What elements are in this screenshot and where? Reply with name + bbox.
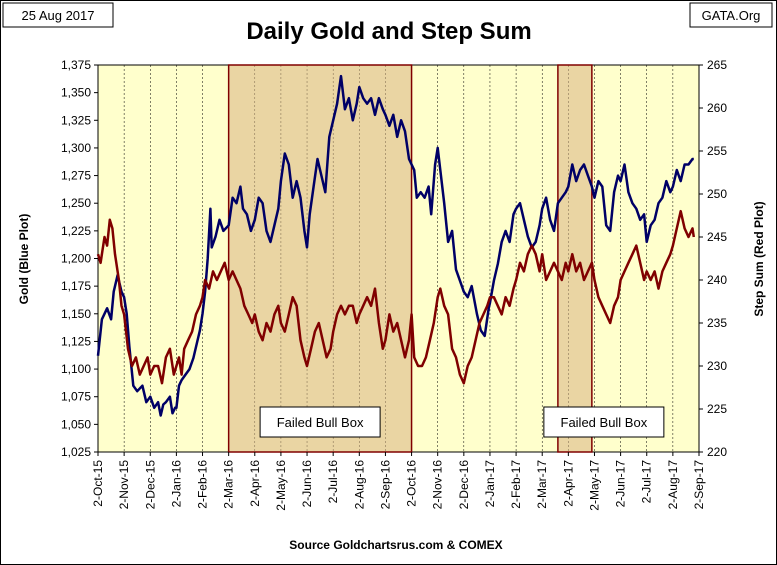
y-right-tick-label: 245	[707, 230, 727, 244]
x-tick-label: 2-Jun-17	[614, 460, 628, 508]
failed-bull-box	[227, 64, 413, 453]
y-left-tick-label: 1,075	[61, 390, 91, 404]
y-left-tick-label: 1,050	[61, 417, 91, 431]
y-right-tick-label: 265	[707, 58, 727, 72]
x-tick-label: 2-Feb-16	[196, 460, 210, 509]
x-tick-label: 2-Jul-17	[640, 460, 654, 504]
x-tick-label: 2-Jan-16	[169, 460, 183, 508]
box-label-frame	[543, 406, 665, 438]
date-tag-box	[2, 2, 114, 28]
x-tick-label: 2-Aug-17	[666, 460, 680, 510]
y-left-tick-label: 1,375	[61, 58, 91, 72]
date-tag: 25 Aug 2017	[21, 8, 94, 23]
x-tick-label: 2-Nov-16	[431, 460, 445, 510]
x-tick-label: 2-Sep-16	[378, 460, 392, 510]
site-tag-box	[689, 2, 773, 28]
y-axis-right-label: Step Sum (Red Plot)	[752, 201, 766, 316]
gold-series-line	[96, 74, 694, 417]
site-tag: GATA.Org	[702, 8, 761, 23]
box-label-frame	[259, 406, 381, 438]
y-right-tick-label: 225	[707, 402, 727, 416]
x-tick-label: 2-Sep-17	[692, 460, 706, 510]
y-left-tick-label: 1,150	[61, 307, 91, 321]
x-tick-label: 2-Jan-17	[483, 460, 497, 508]
x-tick-label: 2-Mar-16	[222, 460, 236, 509]
y-right-tick-label: 240	[707, 273, 727, 287]
y-right-tick-label: 260	[707, 101, 727, 115]
x-tick-label: 2-Feb-17	[509, 460, 523, 509]
step-sum-series-line	[96, 209, 696, 385]
x-tick-label: 2-Nov-15	[117, 460, 131, 510]
x-tick-label: 2-Apr-16	[248, 460, 262, 507]
y-left-tick-label: 1,350	[61, 86, 91, 100]
y-left-tick-label: 1,225	[61, 224, 91, 238]
box-label: Failed Bull Box	[561, 415, 648, 430]
y-left-tick-label: 1,175	[61, 279, 91, 293]
x-tick-label: 2-May-16	[274, 460, 288, 511]
y-left-tick-label: 1,275	[61, 169, 91, 183]
y-left-tick-label: 1,025	[61, 445, 91, 459]
x-tick-label: 2-Dec-16	[457, 460, 471, 510]
x-tick-label: 2-May-17	[587, 460, 601, 511]
chart-title: Daily Gold and Step Sum	[246, 18, 531, 45]
y-right-tick-label: 220	[707, 445, 727, 459]
source-note: Source Goldchartsrus.com & COMEX	[289, 538, 502, 552]
y-left-tick-label: 1,325	[61, 113, 91, 127]
y-right-tick-label: 230	[707, 359, 727, 373]
x-tick-label: 2-Mar-17	[535, 460, 549, 509]
y-left-tick-label: 1,200	[61, 252, 91, 266]
x-tick-label: 2-Oct-15	[91, 460, 105, 507]
y-right-tick-label: 250	[707, 187, 727, 201]
failed-bull-box	[557, 64, 593, 453]
y-right-tick-label: 235	[707, 316, 727, 330]
y-left-tick-label: 1,300	[61, 141, 91, 155]
y-axis-left-label: Gold (Blue Plot)	[17, 214, 31, 305]
y-left-tick-label: 1,125	[61, 334, 91, 348]
x-tick-label: 2-Dec-15	[143, 460, 157, 510]
x-tick-label: 2-Oct-16	[405, 460, 419, 507]
x-tick-label: 2-Jun-16	[300, 460, 314, 508]
box-label: Failed Bull Box	[277, 415, 364, 430]
y-left-tick-label: 1,100	[61, 362, 91, 376]
y-left-tick-label: 1,250	[61, 196, 91, 210]
y-right-tick-label: 255	[707, 144, 727, 158]
x-tick-label: 2-Jul-16	[326, 460, 340, 504]
x-tick-label: 2-Aug-16	[352, 460, 366, 510]
x-tick-label: 2-Apr-17	[561, 460, 575, 507]
